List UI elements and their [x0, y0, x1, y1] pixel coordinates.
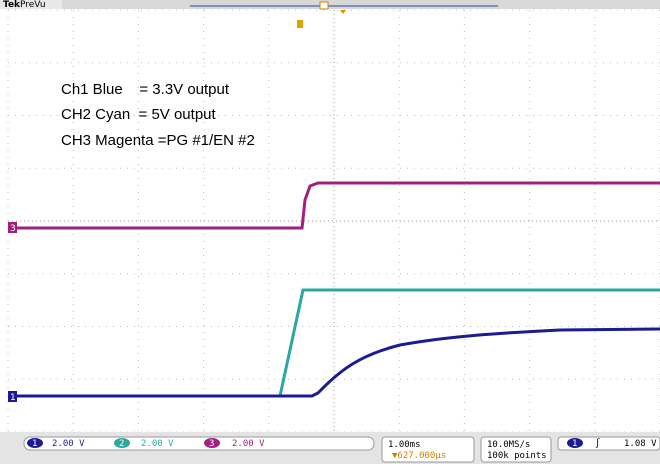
annotation: Ch1 Blue = 3.3V output [61, 81, 230, 98]
trigger-badge [567, 438, 583, 448]
annotation: CH3 Magenta =PG #1/EN #2 [61, 132, 255, 149]
ch1-marker [8, 391, 17, 402]
top-bar [0, 0, 660, 9]
ch3-number: 3 [209, 439, 214, 449]
ch2-scale: 2.00 V [141, 439, 174, 449]
trigger-box [557, 436, 660, 451]
timebase-position: ▼627.000µs [392, 451, 446, 461]
ch2-number: 2 [119, 439, 124, 449]
record-length: 100k points [487, 451, 547, 461]
ch1-marker-label: 1 [10, 393, 16, 403]
ch1-badge [27, 438, 43, 448]
trigger-position [340, 10, 346, 14]
channel-bar [23, 436, 375, 451]
graticule [7, 9, 660, 433]
ch2-badge [114, 438, 130, 448]
status-box [0, 0, 62, 9]
sample-rate: 10.0MS/s [487, 440, 530, 450]
timebase-scale: 1.00ms [388, 440, 421, 450]
annotation: CH2 Cyan = 5V output [61, 106, 217, 123]
mode: PreVu [20, 0, 46, 10]
ch1-waveform [10, 327, 660, 398]
record-window [319, 1, 329, 10]
acquisition-box [480, 436, 552, 463]
trigger-level: 1.08 V [624, 439, 657, 449]
trigger-slope: ∫ [595, 438, 600, 449]
ch1-scale: 2.00 V [52, 439, 85, 449]
timebase-box [381, 436, 475, 463]
ch3-marker-label: 3 [10, 224, 16, 234]
ch3-marker [8, 222, 17, 233]
ch3-badge [204, 438, 220, 448]
ch3-waveform [10, 181, 660, 230]
expansion-marker [297, 20, 303, 28]
trigger-source: 1 [572, 439, 577, 449]
ch1-number: 1 [32, 439, 37, 449]
brand: Tek [3, 0, 21, 10]
ch3-scale: 2.00 V [232, 439, 265, 449]
